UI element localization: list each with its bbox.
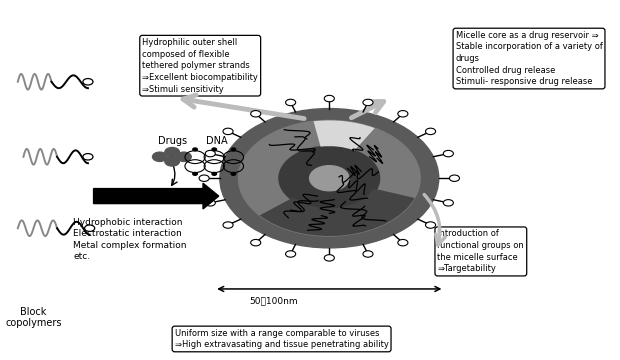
Circle shape [220,109,439,248]
Circle shape [153,152,167,161]
Circle shape [83,78,93,85]
Circle shape [212,148,216,151]
Circle shape [165,157,179,166]
Circle shape [223,128,233,135]
Text: Uniform size with a range comparable to viruses
⇒High extravasating and tissue p: Uniform size with a range comparable to … [175,329,389,349]
Circle shape [286,251,296,257]
Circle shape [443,199,453,206]
Circle shape [279,146,379,210]
Circle shape [286,99,296,106]
Circle shape [309,166,349,191]
Circle shape [363,251,373,257]
Circle shape [177,152,191,161]
Circle shape [443,150,453,157]
Circle shape [324,255,334,261]
Text: 50～100nm: 50～100nm [249,296,298,305]
FancyArrow shape [94,183,219,209]
Wedge shape [314,120,374,150]
Text: Block
copolymers: Block copolymers [5,307,62,328]
Circle shape [205,150,215,157]
Circle shape [363,99,373,106]
Text: Hydrophilic outer shell
composed of flexible
tethered polymer strands
⇒Excellent: Hydrophilic outer shell composed of flex… [142,38,258,94]
Circle shape [398,111,408,117]
Wedge shape [260,188,415,236]
Circle shape [199,175,209,181]
Circle shape [450,175,459,181]
Circle shape [239,120,420,236]
Circle shape [83,154,93,160]
Circle shape [425,222,436,228]
Text: Drugs: Drugs [157,136,187,146]
Circle shape [212,172,216,175]
Circle shape [250,111,261,117]
Circle shape [193,172,197,175]
Circle shape [231,172,236,175]
Circle shape [84,225,95,231]
Circle shape [250,239,261,246]
Circle shape [193,148,197,151]
Circle shape [398,239,408,246]
Text: Micelle core as a drug reservoir ⇒
Stable incorporation of a variety of
drugs
Co: Micelle core as a drug reservoir ⇒ Stabl… [456,31,603,86]
Text: DNA: DNA [206,136,228,146]
Circle shape [205,199,215,206]
Circle shape [324,95,334,102]
Circle shape [425,128,436,135]
Circle shape [165,148,179,157]
Circle shape [231,148,236,151]
Text: Hydrophobic interaction
Electrostatic interaction
Metal complex formation
etc.: Hydrophobic interaction Electrostatic in… [73,217,187,261]
Text: Introduction of
functional groups on
the micelle surface
⇒Targetability: Introduction of functional groups on the… [438,229,525,274]
Circle shape [223,222,233,228]
